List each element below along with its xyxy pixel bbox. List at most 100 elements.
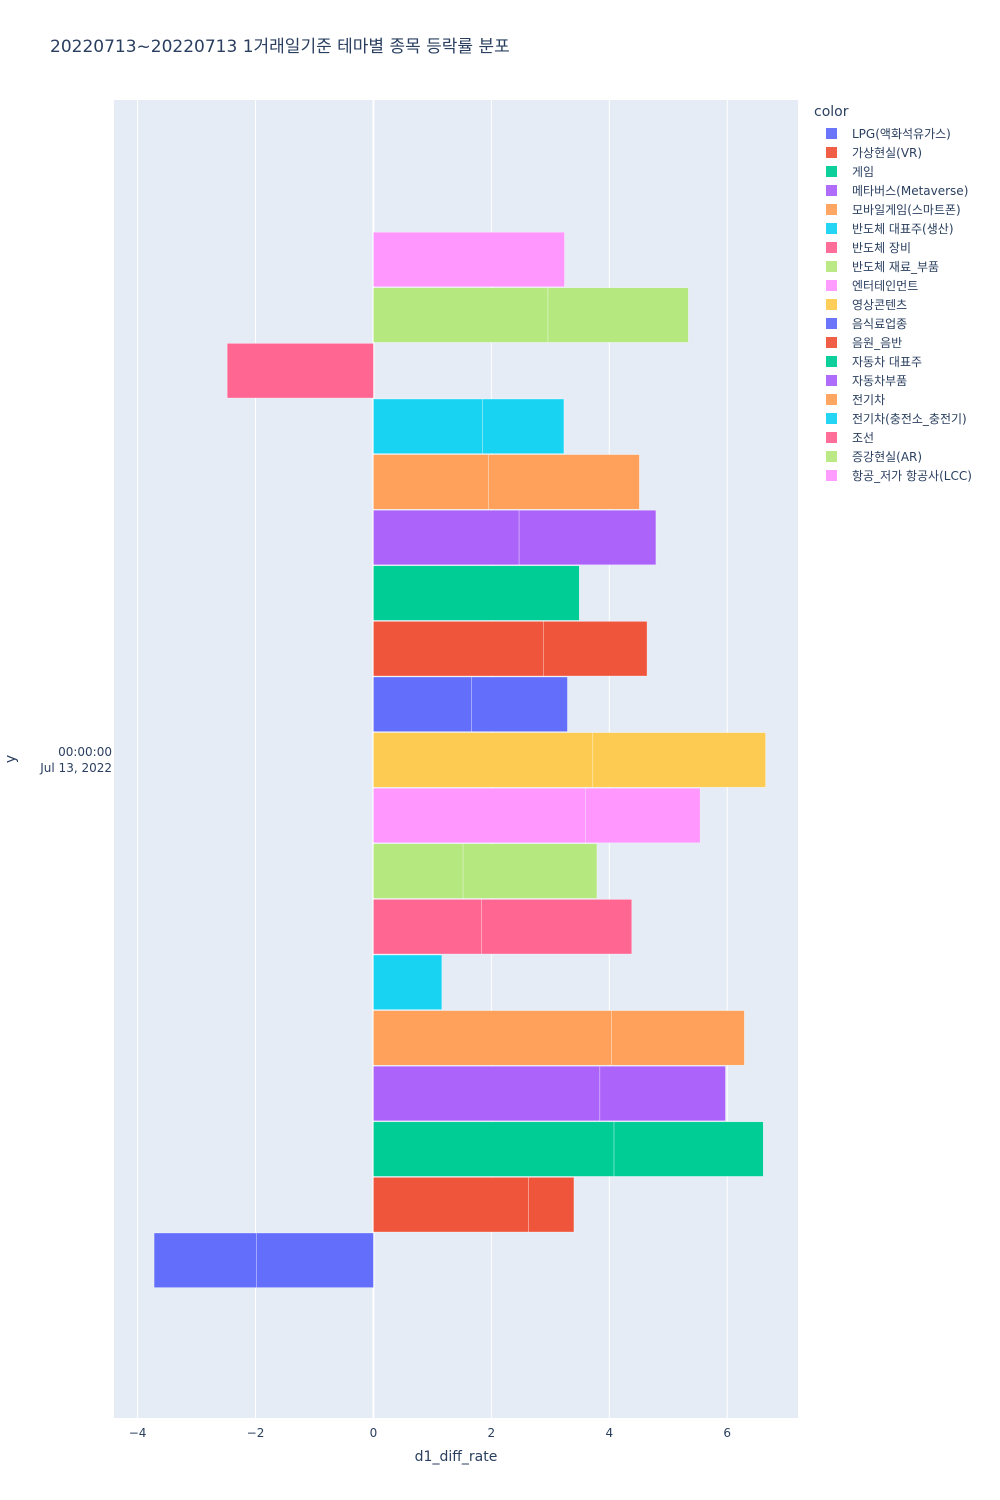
legend-item[interactable]: 반도체 재료_부품 — [814, 257, 972, 276]
bar-segment — [153, 1232, 257, 1288]
legend-label: 메타버스(Metaverse) — [852, 184, 969, 198]
legend-swatch — [826, 242, 837, 253]
legend-label: 반도체 재료_부품 — [852, 260, 940, 274]
legend-label: 조선 — [852, 431, 875, 445]
legend-label: 증강현실(AR) — [852, 450, 923, 464]
legend-item[interactable]: 조선 — [814, 428, 972, 447]
chart-title: 20220713~20220713 1거래일기준 테마별 종목 등락률 분포 — [50, 37, 510, 57]
legend-swatch — [826, 413, 837, 424]
legend-swatch — [826, 451, 837, 462]
legend-item[interactable]: 전기차 — [814, 390, 972, 409]
bar-segment — [462, 843, 598, 899]
legend-item[interactable]: 음원_음반 — [814, 333, 972, 352]
bar-segment — [613, 1121, 764, 1177]
bar-segment — [543, 621, 648, 677]
legend-swatch — [826, 261, 837, 272]
bar-segment — [373, 899, 482, 955]
bar-segment — [373, 954, 443, 1010]
bar-segment — [373, 1177, 529, 1233]
bar-segment — [373, 621, 544, 677]
legend-swatch — [826, 470, 837, 481]
x-tick-label: 0 — [370, 1426, 378, 1440]
bar-segment — [547, 287, 689, 343]
legend-swatch — [826, 394, 837, 405]
legend-swatch — [826, 299, 837, 310]
legend-label: 게임 — [852, 165, 875, 179]
legend-label: LPG(액화석유가스) — [852, 127, 951, 141]
legend-label: 가상현실(VR) — [852, 146, 923, 160]
legend-item[interactable]: 영상콘텐츠 — [814, 295, 972, 314]
x-axis-title: d1_diff_rate — [415, 1449, 498, 1465]
bar-segment — [518, 509, 657, 566]
legend-label: 자동차부품 — [852, 374, 908, 388]
y-axis-title: y — [3, 755, 19, 763]
bar-segment — [528, 1177, 575, 1233]
legend-swatch — [826, 204, 837, 215]
legend-swatch — [826, 432, 837, 443]
legend-label: 자동차 대표주 — [852, 355, 923, 369]
legend-title: color — [814, 104, 849, 120]
x-tick-label: 6 — [723, 1426, 731, 1440]
bar-segment — [592, 732, 766, 788]
legend-label: 음식료업종 — [852, 317, 908, 331]
legend-swatch — [826, 375, 837, 386]
legend-label: 엔터테인먼트 — [852, 279, 919, 293]
bar-segment — [471, 676, 568, 732]
legend-label: 항공_저가 항공사(LCC) — [852, 469, 972, 483]
bar-segment — [373, 1121, 615, 1177]
legend-swatch — [826, 166, 837, 177]
legend-item[interactable]: 반도체 대표주(생산) — [814, 219, 972, 238]
legend-swatch — [826, 280, 837, 291]
legend-swatch — [826, 318, 837, 329]
legend-swatch — [826, 356, 837, 367]
legend-item[interactable]: 반도체 장비 — [814, 238, 972, 257]
legend-item[interactable]: LPG(액화석유가스) — [814, 124, 972, 143]
legend-label: 반도체 대표주(생산) — [852, 222, 954, 236]
legend-item[interactable]: 메타버스(Metaverse) — [814, 181, 972, 200]
legend-item[interactable]: 음식료업종 — [814, 314, 972, 333]
legend-item[interactable]: 항공_저가 항공사(LCC) — [814, 466, 972, 485]
legend-item[interactable]: 증강현실(AR) — [814, 447, 972, 466]
bar-segment — [373, 732, 594, 788]
bar-segment — [373, 1010, 612, 1066]
legend-label: 전기차(충전소_충전기) — [852, 412, 967, 426]
legend-item[interactable]: 모바일게임(스마트폰) — [814, 200, 972, 219]
bar-segment — [373, 509, 520, 566]
bar-segment — [373, 787, 586, 844]
y-tick-label: 00:00:00 — [58, 745, 112, 759]
bar-segment — [611, 1010, 745, 1066]
x-tick-label: −4 — [129, 1426, 147, 1440]
x-tick-label: 2 — [488, 1426, 496, 1440]
bar-segment — [599, 1065, 726, 1122]
bar-segment — [226, 343, 374, 399]
bar-segment — [373, 1065, 601, 1122]
legend-label: 반도체 장비 — [852, 241, 912, 255]
legend-item[interactable]: 자동차 대표주 — [814, 352, 972, 371]
bar-segment — [488, 454, 640, 510]
bar-segment — [373, 398, 483, 454]
legend-item[interactable]: 엔터테인먼트 — [814, 276, 972, 295]
bar-segment — [481, 899, 632, 955]
bar-segment — [373, 676, 472, 732]
x-tick-label: −2 — [247, 1426, 265, 1440]
bar-segment — [373, 231, 565, 288]
legend-swatch — [826, 185, 837, 196]
legend-item[interactable]: 전기차(충전소_충전기) — [814, 409, 972, 428]
legend-label: 영상콘텐츠 — [852, 298, 908, 312]
legend-label: 전기차 — [852, 393, 886, 407]
bar-segment — [373, 454, 489, 510]
legend-item[interactable]: 가상현실(VR) — [814, 143, 972, 162]
y-tick-label: Jul 13, 2022 — [39, 761, 112, 775]
legend-label: 모바일게임(스마트폰) — [852, 203, 961, 217]
bar-segment — [373, 287, 549, 343]
bar-segment — [482, 398, 565, 454]
legend-item[interactable]: 게임 — [814, 162, 972, 181]
legend-swatch — [826, 147, 837, 158]
bar-segment — [373, 843, 464, 899]
legend-item[interactable]: 자동차부품 — [814, 371, 972, 390]
legend-label: 음원_음반 — [852, 336, 903, 350]
legend-swatch — [826, 128, 837, 139]
